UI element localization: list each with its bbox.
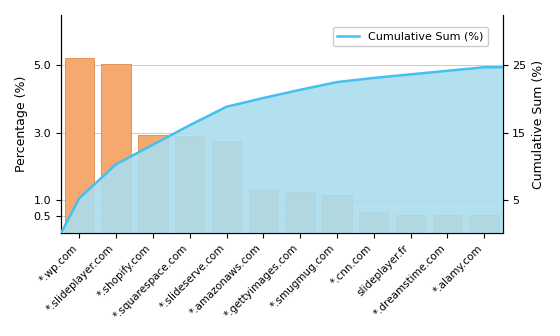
Bar xyxy=(286,192,315,233)
Bar xyxy=(212,141,241,233)
Bar xyxy=(469,215,499,233)
Bar xyxy=(138,135,167,233)
Bar xyxy=(175,136,204,233)
Y-axis label: Percentage (%): Percentage (%) xyxy=(15,76,28,172)
Y-axis label: Cumulative Sum (%): Cumulative Sum (%) xyxy=(532,59,545,189)
Bar xyxy=(64,58,94,233)
Bar xyxy=(249,190,278,233)
Legend: Cumulative Sum (%): Cumulative Sum (%) xyxy=(333,27,488,46)
Bar xyxy=(396,215,425,233)
Bar xyxy=(322,195,352,233)
Bar xyxy=(433,215,462,233)
Bar xyxy=(359,212,389,233)
Bar xyxy=(101,64,131,233)
